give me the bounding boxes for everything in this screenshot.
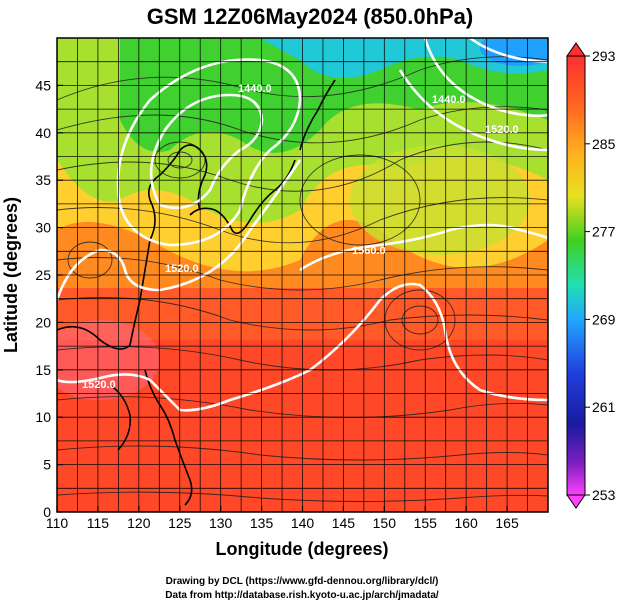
- credit-data-source: Data from http://database.rish.kyoto-u.a…: [165, 590, 439, 601]
- colorbar-tick-label: 261: [592, 399, 616, 415]
- x-tick-label: 145: [332, 515, 356, 531]
- y-tick-label: 5: [43, 457, 51, 473]
- streamline: [57, 445, 548, 461]
- y-axis-label: Latitude (degrees): [1, 197, 21, 353]
- contour-north-1440: [423, 38, 548, 118]
- x-tick-label: 130: [209, 515, 233, 531]
- x-axis: 110 115 120 125 130 135 140 145 150 155 160 165: [46, 506, 519, 531]
- x-tick-label: 120: [127, 515, 151, 531]
- colorbar-tick-label: 269: [592, 311, 616, 327]
- colorbar-tick-label: 253: [592, 487, 616, 503]
- streamline: [57, 491, 548, 502]
- colorbar-tick-label: 293: [592, 48, 616, 64]
- contour-labels: 1440.0 1440.0 1520.0 1520.0 1560.0 1520.…: [82, 83, 519, 391]
- streamline: [57, 141, 548, 192]
- chart-title: GSM 12Z06May2024 (850.0hPa): [147, 4, 474, 29]
- contour-label: 1440.0: [432, 94, 466, 106]
- y-tick-label: 35: [35, 172, 51, 188]
- y-tick-label: 40: [35, 125, 51, 141]
- colorbar-ticks: 293 285 277 269 261 253: [585, 48, 616, 503]
- y-tick-label: 45: [35, 77, 51, 93]
- temperature-anticyclone-warm: [350, 145, 530, 255]
- x-tick-label: 140: [291, 515, 315, 531]
- streamline: [57, 297, 548, 331]
- streamline: [57, 56, 548, 101]
- colorbar-tick-label: 277: [592, 224, 616, 240]
- y-tick-label: 25: [35, 267, 51, 283]
- x-tick-label: 155: [414, 515, 438, 531]
- streamline: [57, 106, 548, 144]
- y-tick-label: 10: [35, 409, 51, 425]
- x-tick-label: 165: [495, 515, 519, 531]
- streamline: [57, 197, 548, 244]
- colorbar: 293 285 277 269 261 253: [566, 42, 616, 509]
- contour-low-1480: [116, 58, 302, 247]
- y-tick-label: 30: [35, 220, 51, 236]
- x-tick-label: 115: [87, 515, 110, 531]
- plot-area: [57, 38, 548, 512]
- credit-dcl: Drawing by DCL (https://www.gfd-dennou.o…: [166, 576, 439, 587]
- x-tick-label: 150: [373, 515, 397, 531]
- y-axis: 0 5 10 15 20 25 30 35 40 45: [35, 77, 63, 520]
- streamline-vortex: [67, 241, 113, 279]
- colorbar-lower-arrow: [566, 494, 586, 509]
- x-tick-label: 160: [454, 515, 478, 531]
- streamline-vortex: [401, 305, 439, 335]
- colorbar-tick-label: 285: [592, 136, 616, 152]
- temperature-band-cyan: [260, 38, 548, 78]
- y-tick-label: 20: [35, 314, 51, 330]
- x-axis-label: Longitude (degrees): [215, 539, 388, 559]
- grid-lines: [57, 38, 548, 512]
- x-tick-label: 135: [250, 515, 274, 531]
- x-tick-label: 110: [46, 515, 69, 531]
- colorbar-scale: [566, 55, 586, 496]
- y-tick-label: 15: [35, 362, 51, 378]
- contour-label: 1440.0: [238, 83, 272, 95]
- hokkaido-coast: [299, 79, 336, 151]
- streamline-anticyclone: [299, 154, 421, 246]
- streamline-vortex: [384, 289, 456, 351]
- contour-label: 1520.0: [82, 379, 116, 391]
- contour-label: 1520.0: [485, 124, 519, 136]
- y-tick-label: 0: [43, 504, 51, 520]
- contour-label: 1520.0: [165, 263, 199, 275]
- temperature-cold-spot: [480, 38, 548, 66]
- colorbar-upper-arrow: [566, 42, 586, 57]
- contour-label: 1560.0: [352, 245, 386, 257]
- x-tick-label: 125: [168, 515, 192, 531]
- temperature-band-green: [120, 38, 548, 153]
- contour-1520-west: [57, 159, 302, 301]
- japan-coast: [189, 159, 296, 235]
